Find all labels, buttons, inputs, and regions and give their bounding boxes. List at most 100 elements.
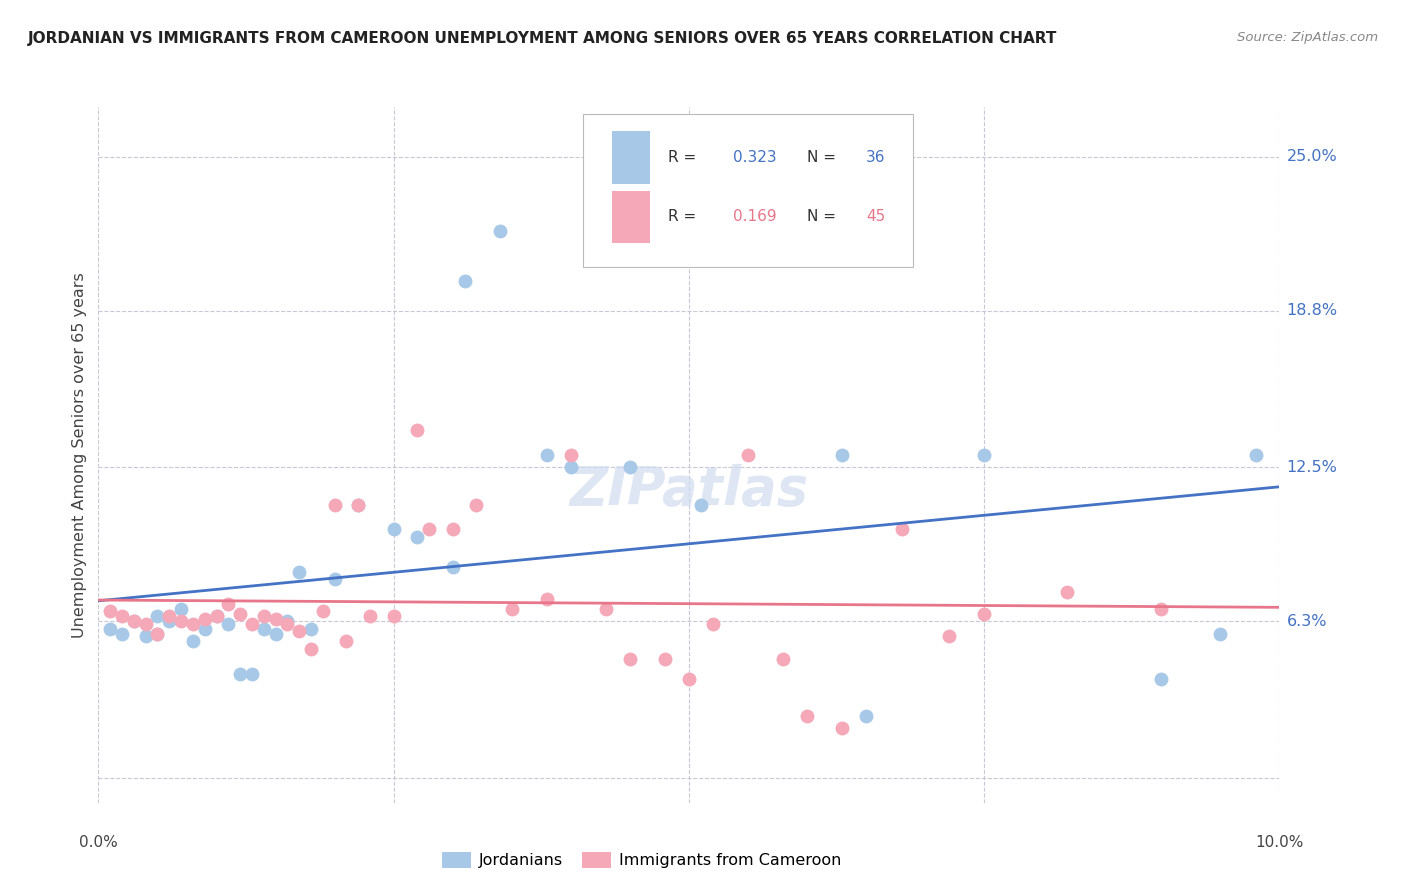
Text: 0.0%: 0.0% [79,835,118,850]
Point [595,602,617,616]
Point [253,609,276,624]
Point [382,609,405,624]
Point [678,672,700,686]
Point [146,609,169,624]
Point [359,609,381,624]
Text: JORDANIAN VS IMMIGRANTS FROM CAMEROON UNEMPLOYMENT AMONG SENIORS OVER 65 YEARS C: JORDANIAN VS IMMIGRANTS FROM CAMEROON UN… [28,31,1057,46]
Point [347,498,370,512]
Point [855,708,877,723]
Point [264,627,287,641]
Point [619,460,641,475]
Point [323,572,346,586]
Point [157,615,180,629]
Point [194,612,217,626]
Point [122,615,145,629]
Text: Source: ZipAtlas.com: Source: ZipAtlas.com [1237,31,1378,45]
Point [441,559,464,574]
Point [253,622,276,636]
Point [111,609,134,624]
Point [796,708,818,723]
Text: N =: N = [807,150,841,165]
Point [288,624,311,639]
Point [240,666,263,681]
Point [702,616,724,631]
Text: 10.0%: 10.0% [1256,835,1303,850]
Point [217,597,239,611]
Point [1244,448,1267,462]
Point [194,622,217,636]
Point [536,448,558,462]
Point [465,498,488,512]
Text: N =: N = [807,209,841,224]
Point [217,616,239,631]
Point [229,666,252,681]
Text: ZIPatlas: ZIPatlas [569,464,808,516]
Text: 0.323: 0.323 [733,150,776,165]
Point [205,609,228,624]
Point [453,274,475,288]
Point [1209,627,1232,641]
Point [938,629,960,643]
Point [560,448,582,462]
Point [135,629,157,643]
Point [347,498,370,512]
Point [418,523,440,537]
Point [831,448,853,462]
Point [181,616,204,631]
Point [441,523,464,537]
Point [181,634,204,648]
Point [831,721,853,735]
Point [973,607,995,621]
Point [973,448,995,462]
Point [276,616,298,631]
Point [890,523,912,537]
Point [560,460,582,475]
Point [170,615,193,629]
Point [1150,672,1173,686]
Point [288,565,311,579]
Point [312,605,335,619]
Point [654,651,676,665]
Point [229,607,252,621]
Point [501,602,523,616]
Point [146,627,169,641]
Point [299,622,322,636]
Point [98,622,121,636]
Point [122,615,145,629]
Point [146,627,169,641]
Point [1150,602,1173,616]
Point [406,423,429,437]
Point [98,605,121,619]
Point [489,224,512,238]
Bar [612,191,650,243]
Point [382,523,405,537]
Point [240,616,263,631]
Point [335,634,357,648]
Point [1056,584,1078,599]
Text: R =: R = [668,209,700,224]
Text: 36: 36 [866,150,886,165]
Text: R =: R = [668,150,700,165]
Text: 18.8%: 18.8% [1286,303,1337,318]
Text: 0.169: 0.169 [733,209,776,224]
Text: 6.3%: 6.3% [1286,614,1327,629]
Point [170,602,193,616]
Point [205,609,228,624]
Y-axis label: Unemployment Among Seniors over 65 years: Unemployment Among Seniors over 65 years [72,272,87,638]
Text: 12.5%: 12.5% [1286,460,1337,475]
Point [111,627,134,641]
Point [299,641,322,656]
Point [276,615,298,629]
Bar [612,131,650,184]
Point [406,530,429,544]
Text: 25.0%: 25.0% [1286,149,1337,164]
Legend: Jordanians, Immigrants from Cameroon: Jordanians, Immigrants from Cameroon [436,846,848,875]
Point [323,498,346,512]
Point [737,448,759,462]
FancyBboxPatch shape [582,114,914,267]
Point [536,592,558,607]
Text: 45: 45 [866,209,886,224]
Point [619,651,641,665]
Point [135,616,157,631]
Point [264,612,287,626]
